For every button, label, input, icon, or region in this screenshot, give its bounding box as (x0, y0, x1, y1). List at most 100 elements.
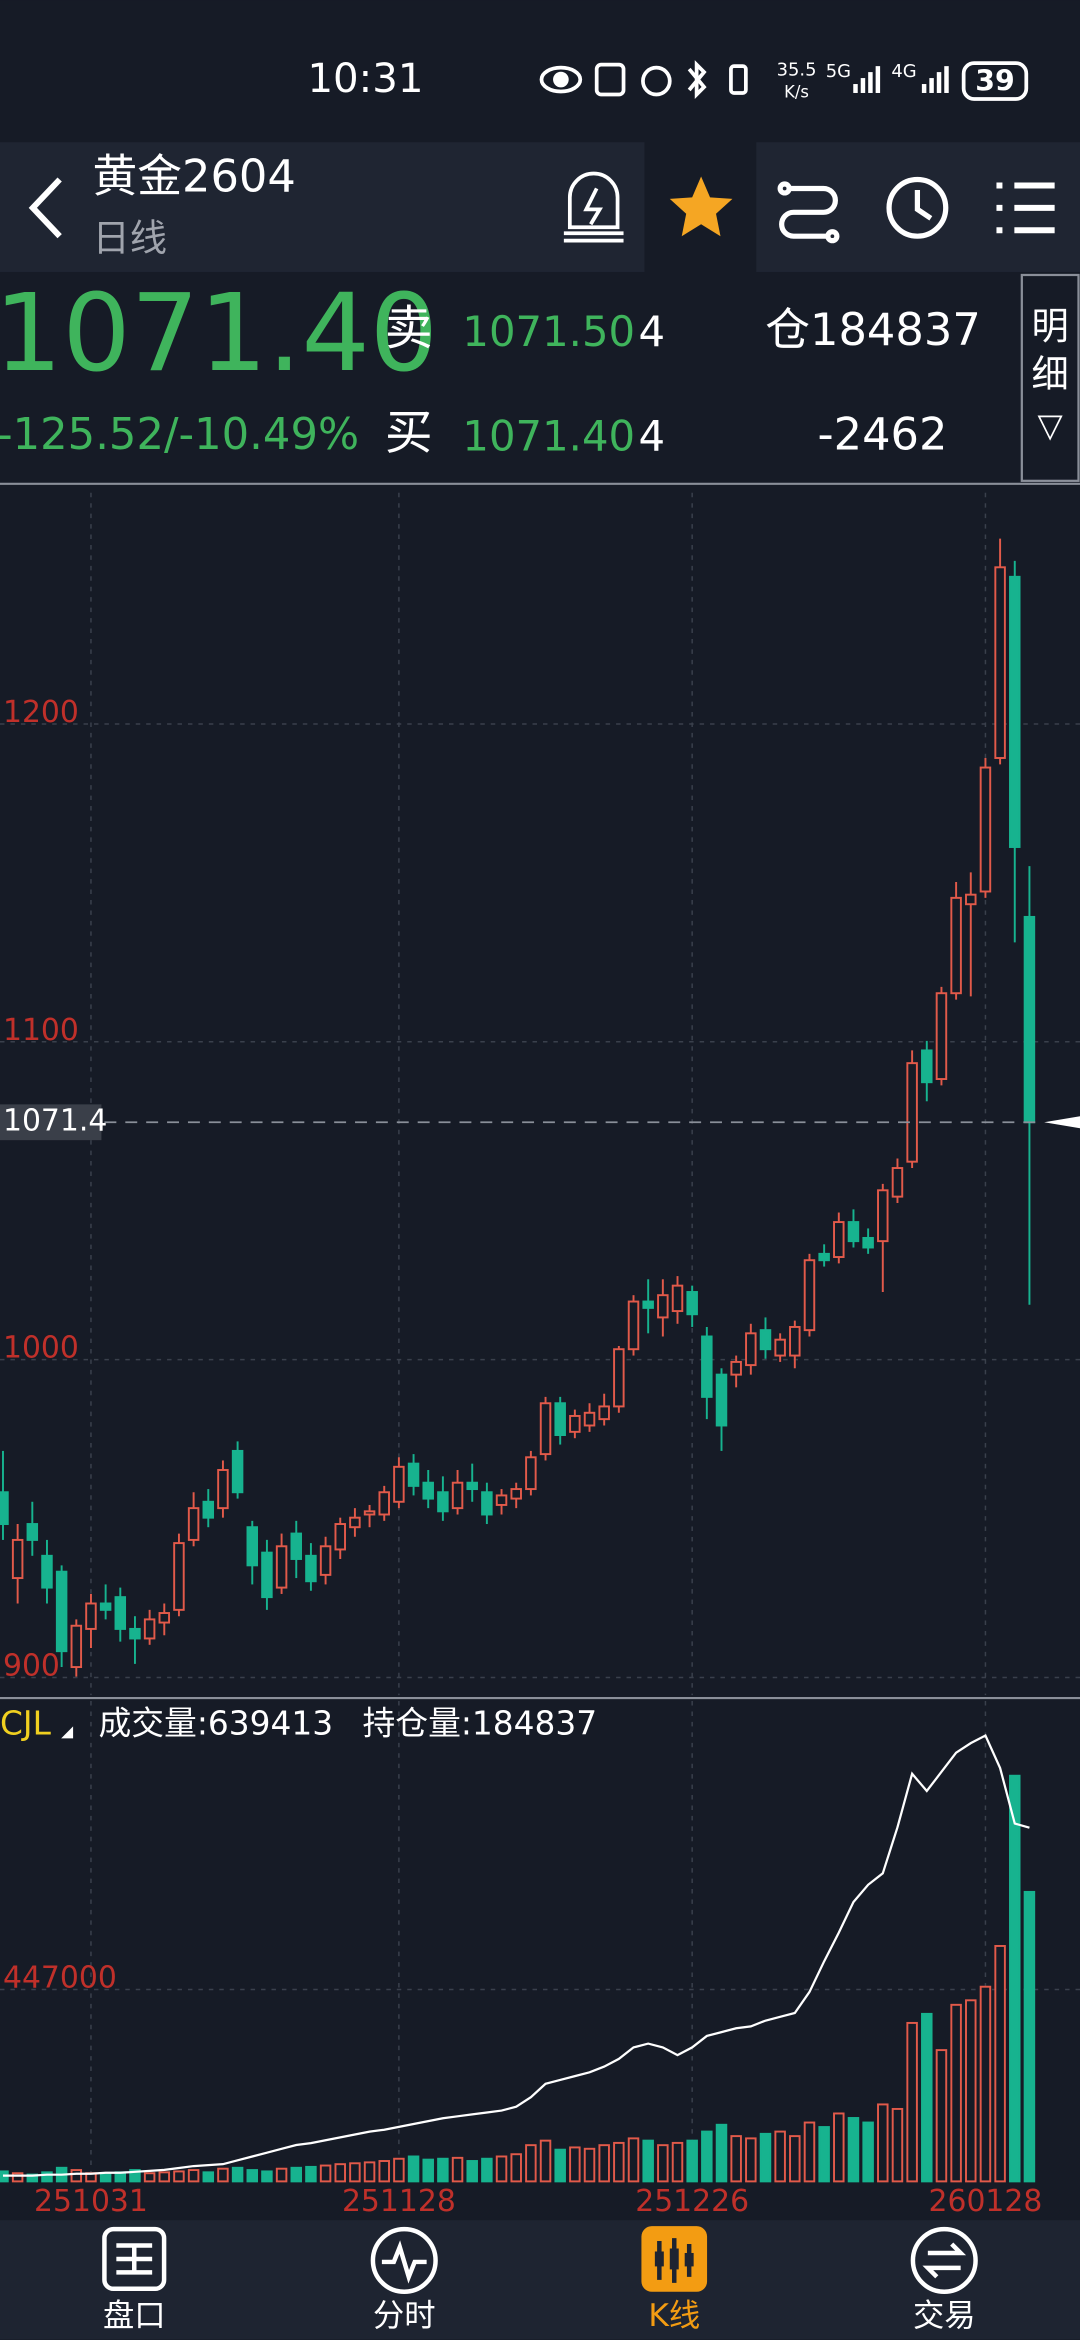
candle-body (305, 1554, 317, 1583)
volume-bar (158, 2171, 171, 2183)
menu-button[interactable] (996, 182, 1055, 234)
header-bar (0, 142, 645, 272)
nav-item[interactable] (102, 2226, 167, 2292)
nav-label[interactable]: K线 (648, 2298, 700, 2334)
back-button[interactable] (28, 177, 62, 239)
y-tick-label: 1000 (3, 1331, 79, 1366)
open-interest-line (2, 1733, 1030, 2177)
candle-body (11, 1538, 24, 1580)
candle-body (539, 1402, 552, 1456)
candle-body (378, 1491, 390, 1516)
volume-bar (759, 2132, 772, 2183)
candle-body (217, 1469, 229, 1510)
x-tick-label: 251128 (342, 2184, 456, 2219)
candle-body (833, 1221, 845, 1259)
battery (961, 61, 1029, 101)
candle-body (495, 1494, 508, 1506)
indicator-name[interactable]: CJL (0, 1704, 52, 1742)
volume-bar (862, 2121, 874, 2183)
candle-body (627, 1300, 640, 1351)
candle-body (877, 1189, 889, 1243)
volume-bar (627, 2137, 640, 2183)
candle-body (598, 1405, 610, 1421)
volume-bar (319, 2164, 332, 2183)
volume-bar (994, 1944, 1006, 2183)
nav-item[interactable] (910, 2226, 978, 2295)
candle-body (759, 1329, 772, 1351)
detail-button[interactable] (1020, 273, 1080, 482)
volume-bar (657, 2144, 669, 2183)
candle-body (349, 1516, 361, 1529)
candle-body (393, 1465, 405, 1503)
open-interest: 仓184837 (765, 303, 981, 356)
net-speed: 35.5 (777, 60, 817, 81)
volume-bar (598, 2144, 610, 2183)
volume-chart: 251031 251128 251226 260128 447000 (0, 1701, 1080, 2219)
candle-body (466, 1481, 478, 1491)
nav-item[interactable] (370, 2226, 438, 2295)
volume-bar (671, 2141, 684, 2183)
volume-bar (495, 2155, 508, 2183)
nav-label[interactable]: 分时 (373, 2298, 436, 2334)
candle-body (99, 1602, 112, 1611)
volume-bar (217, 2167, 229, 2183)
volume-bar (173, 2170, 185, 2183)
volume-bar (349, 2162, 361, 2183)
volume-bar (451, 2156, 464, 2183)
bottom-nav (0, 2220, 1080, 2340)
volume-bar (583, 2147, 596, 2183)
volume-bar (187, 2169, 200, 2183)
volume-bar (510, 2153, 522, 2183)
candle-body (847, 1221, 860, 1243)
history-button[interactable] (886, 176, 949, 239)
volume-bar (99, 2173, 112, 2183)
compare-button[interactable] (777, 181, 840, 244)
legend-open-interest: 持仓量:184837 (362, 1704, 597, 1742)
nav-label[interactable]: 盘口 (103, 2298, 166, 2334)
candle-body (583, 1411, 596, 1427)
volume-bar (613, 2141, 625, 2183)
bid-price: 1071.40 (462, 412, 635, 461)
candle-body (290, 1532, 302, 1560)
volume-bar (261, 2170, 273, 2183)
candle-body (246, 1526, 259, 1567)
ask-volume: 4 (638, 307, 665, 356)
candle-body (803, 1259, 816, 1332)
candle-body (85, 1602, 97, 1630)
volume-bar (231, 2166, 244, 2183)
network-4g: 4G (891, 61, 916, 82)
favorite-button[interactable] (669, 176, 733, 237)
volume-bar (481, 2157, 493, 2183)
candle-body (0, 1491, 9, 1525)
detail-icon: ▽ (1038, 407, 1064, 445)
candle-body (862, 1236, 874, 1249)
candle-body (319, 1545, 332, 1576)
candle-body (55, 1570, 68, 1653)
candle-body (569, 1414, 581, 1433)
volume-bar (422, 2158, 434, 2183)
candle-body (789, 1325, 801, 1357)
volume-bar (407, 2155, 420, 2183)
candle-body (642, 1300, 654, 1309)
volume-bar (539, 2139, 552, 2183)
network-5g: 5G (826, 61, 851, 82)
volume-bar (554, 2148, 566, 2183)
candle-body (921, 1049, 933, 1084)
x-tick-label: 251031 (34, 2184, 148, 2219)
volume-bar (70, 2169, 83, 2183)
oi-change: -2462 (817, 408, 947, 461)
candle-body (818, 1252, 830, 1262)
volume-bar (437, 2157, 449, 2183)
candle-body (334, 1523, 346, 1551)
candle-body (129, 1627, 141, 1640)
nav-item[interactable] (641, 2226, 708, 2292)
nav-label[interactable]: 交易 (913, 2298, 976, 2334)
volume-bar (275, 2167, 288, 2183)
volume-bar (715, 2123, 728, 2183)
current-price-tag (0, 1104, 102, 1141)
volume-bar (1009, 1774, 1021, 2183)
alert-button[interactable] (563, 171, 624, 243)
candle-body (422, 1481, 434, 1500)
volume-bar (290, 2166, 302, 2183)
